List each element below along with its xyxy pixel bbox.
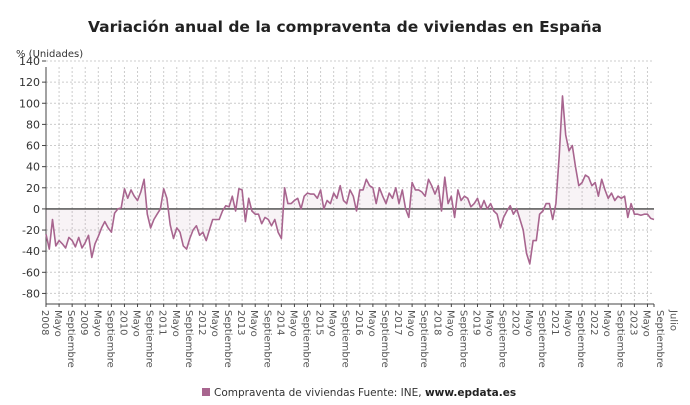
x-tick-label: 2021 bbox=[549, 310, 560, 335]
y-tick-label: 140 bbox=[19, 55, 40, 68]
x-tick-label: Mayo bbox=[52, 310, 63, 337]
x-tick-label: Septiembre bbox=[183, 310, 194, 368]
series-line bbox=[45, 95, 655, 265]
x-tick-label: Septiembre bbox=[104, 310, 115, 368]
x-tick-label: Septiembre bbox=[418, 310, 429, 368]
x-tick-label: Septiembre bbox=[65, 310, 76, 368]
x-tick-label: Septiembre bbox=[301, 310, 312, 368]
x-tick-label: Mayo bbox=[287, 310, 298, 337]
y-axis: 140 120 100 80 60 40 20 0 -20 -40 -60 -80 bbox=[19, 55, 47, 304]
legend: Compraventa de viviendas Fuente: INE, ww… bbox=[202, 387, 516, 399]
x-tick-label: Mayo bbox=[484, 310, 495, 337]
y-axis-label: % (Unidades) bbox=[16, 49, 83, 60]
chart-title: Variación anual de la compraventa de viv… bbox=[88, 18, 602, 36]
x-tick-label: 2014 bbox=[274, 310, 285, 335]
x-tick-label: Septiembre bbox=[222, 310, 233, 368]
x-tick-label: Septiembre bbox=[497, 310, 508, 368]
x-tick-label: Mayo bbox=[170, 310, 181, 337]
y-tick-label: 60 bbox=[26, 140, 40, 153]
x-tick-label: 2023 bbox=[627, 310, 638, 335]
x-tick-label: Mayo bbox=[91, 310, 102, 337]
x-tick-label: 2012 bbox=[196, 310, 207, 335]
x-tick-label: 2016 bbox=[353, 310, 364, 335]
x-tick-label: Septiembre bbox=[536, 310, 547, 368]
x-tick-label: Mayo bbox=[444, 310, 455, 337]
x-tick-label: Mayo bbox=[601, 310, 612, 337]
x-tick-label: Septiembre bbox=[144, 310, 155, 368]
x-tick-label: Septiembre bbox=[340, 310, 351, 368]
x-tick-label: Septiembre bbox=[654, 310, 665, 368]
x-tick-label: Septiembre bbox=[457, 310, 468, 368]
legend-series-label: Compraventa de viviendas bbox=[214, 387, 355, 399]
x-tick-label: 2013 bbox=[235, 310, 246, 335]
x-tick-label: 2020 bbox=[510, 310, 521, 335]
x-tick-label: Mayo bbox=[209, 310, 220, 337]
x-tick-label: 2010 bbox=[117, 310, 128, 335]
y-tick-label: -60 bbox=[22, 266, 40, 279]
x-axis: 2008 Mayo Septiembre 2009 Mayo Septiembre 2010… bbox=[39, 303, 678, 368]
y-tick-label: 20 bbox=[26, 182, 40, 195]
x-tick-label: Septiembre bbox=[614, 310, 625, 368]
x-tick-label: Mayo bbox=[131, 310, 142, 337]
y-tick-label: -20 bbox=[22, 224, 40, 237]
x-tick-label: Mayo bbox=[405, 310, 416, 337]
source-text: Fuente: INE, www.epdata.es bbox=[358, 387, 516, 399]
source-link[interactable]: www.epdata.es bbox=[425, 387, 516, 399]
x-tick-label: Mayo bbox=[523, 310, 534, 337]
x-tick-label: 2009 bbox=[78, 310, 89, 335]
x-tick-label: 2019 bbox=[470, 310, 481, 335]
x-tick-label: 2017 bbox=[392, 310, 403, 335]
source-prefix: Fuente: INE, bbox=[358, 387, 425, 399]
x-tick-label: 2018 bbox=[431, 310, 442, 335]
x-tick-label: Septiembre bbox=[379, 310, 390, 368]
x-tick-label: Mayo bbox=[640, 310, 651, 337]
y-tick-label: -40 bbox=[22, 245, 40, 258]
x-tick-label: 2022 bbox=[588, 310, 599, 335]
y-tick-label: 40 bbox=[26, 161, 40, 174]
legend-swatch bbox=[202, 388, 210, 396]
x-tick-label: Mayo bbox=[366, 310, 377, 337]
x-tick-label: Julio bbox=[667, 309, 678, 331]
y-tick-label: 80 bbox=[26, 118, 40, 131]
x-tick-label: Mayo bbox=[327, 310, 338, 337]
x-tick-label: Septiembre bbox=[261, 310, 272, 368]
x-tick-label: Septiembre bbox=[575, 310, 586, 368]
y-tick-label: -80 bbox=[22, 287, 40, 300]
x-tick-label: Mayo bbox=[248, 310, 259, 337]
grid bbox=[45, 60, 654, 304]
y-tick-label: 120 bbox=[19, 76, 40, 89]
x-tick-label: 2015 bbox=[314, 310, 325, 335]
x-tick-label: 2011 bbox=[157, 310, 168, 335]
y-tick-label: 100 bbox=[19, 97, 40, 110]
x-tick-label: Mayo bbox=[562, 310, 573, 337]
x-tick-label: 2008 bbox=[39, 310, 50, 335]
y-tick-label: 0 bbox=[33, 203, 40, 216]
